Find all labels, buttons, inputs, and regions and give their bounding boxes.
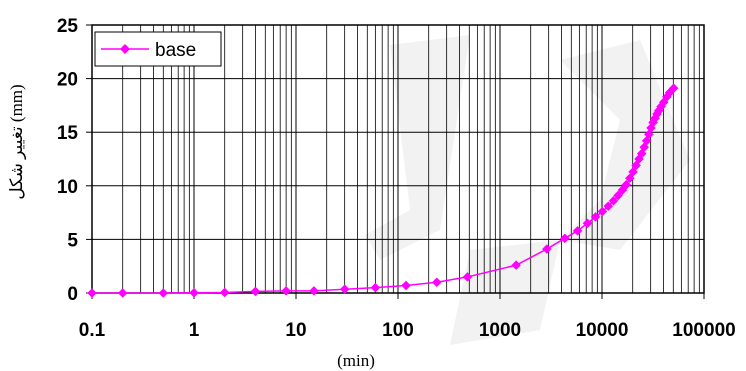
x-tick-label: 10 <box>285 320 306 341</box>
data-point <box>572 225 583 236</box>
data-point <box>431 277 442 288</box>
y-tick-label: 25 <box>57 16 79 37</box>
data-point <box>87 288 97 298</box>
y-tick-label: 20 <box>57 70 78 91</box>
data-point <box>370 282 381 293</box>
data-point <box>462 272 473 282</box>
y-tick-label: 10 <box>57 177 78 198</box>
y-tick-label: 5 <box>67 230 78 251</box>
x-axis-ticks: 0.1 1 10 100 1000 10000 100000 <box>79 293 736 341</box>
x-axis-title: (min) <box>337 351 375 370</box>
x-tick-label: 1 <box>189 320 200 341</box>
data-point <box>590 212 601 222</box>
data-point <box>628 167 638 177</box>
data-point <box>158 288 169 298</box>
data-point <box>339 284 350 295</box>
data-point <box>608 195 619 206</box>
x-tick-label: 10000 <box>576 320 629 341</box>
data-point <box>559 233 570 244</box>
data-point <box>582 218 593 229</box>
y-tick-label: 0 <box>67 284 78 305</box>
data-point <box>542 244 552 254</box>
y-tick-label: 15 <box>57 123 79 144</box>
watermark <box>365 35 690 345</box>
data-point <box>624 173 635 184</box>
data-point <box>613 190 624 201</box>
data-point <box>189 287 199 298</box>
data-point <box>281 286 291 296</box>
data-point <box>597 206 608 217</box>
x-tick-label: 0.1 <box>79 320 106 341</box>
data-point <box>401 280 411 291</box>
y-axis-ticks: 0 5 10 15 20 25 <box>57 16 92 305</box>
x-tick-label: 100000 <box>672 320 735 341</box>
series-layer <box>87 83 679 298</box>
legend-marker <box>120 44 130 54</box>
data-point <box>309 286 319 296</box>
data-point <box>250 286 261 297</box>
legend-label: base <box>155 40 196 61</box>
data-point <box>511 260 522 270</box>
x-tick-label: 100 <box>382 320 414 341</box>
y-axis-title: تغییر شکل (mm) <box>7 84 27 199</box>
data-point <box>603 201 614 212</box>
data-point <box>668 83 679 94</box>
data-point <box>219 287 230 298</box>
legend: base <box>94 31 222 67</box>
x-tick-label: 1000 <box>479 320 521 341</box>
data-point <box>117 288 128 298</box>
data-point <box>621 179 632 190</box>
